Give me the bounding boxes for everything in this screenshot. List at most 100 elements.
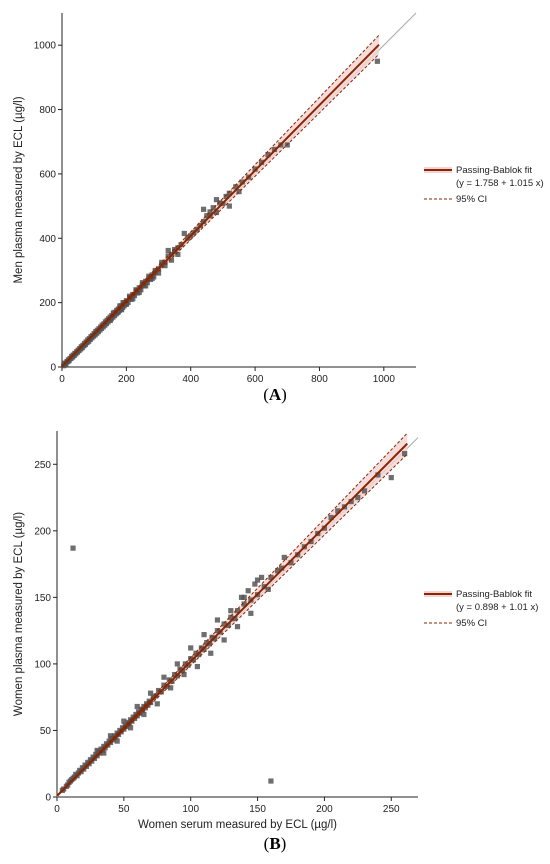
data-point (225, 622, 231, 628)
x-tick-label: 0 (54, 804, 60, 815)
x-tick-label: 0 (59, 374, 65, 385)
data-point (172, 671, 178, 678)
data-point (107, 317, 113, 323)
data-point (130, 296, 136, 302)
data-point (213, 209, 220, 216)
data-point (204, 640, 210, 646)
ci-band (57, 433, 408, 796)
data-point (165, 253, 171, 259)
y-axis-title: Men plasma measured by ECL (µg/l) (13, 96, 25, 283)
data-point (252, 581, 258, 587)
data-point (245, 588, 251, 594)
data-point (107, 733, 114, 739)
data-point (174, 661, 180, 667)
x-axis-title: Women serum measured by ECL (µg/l) (138, 819, 337, 831)
data-point (177, 666, 183, 672)
data-point (147, 690, 154, 696)
data-point (402, 451, 408, 457)
y-tick-label: 0 (45, 793, 51, 804)
panel-label-a: (A) (263, 385, 287, 404)
data-point (143, 283, 149, 289)
legend-ci-label: 95% CI (456, 618, 487, 629)
data-point (328, 514, 334, 521)
x-tick-label: 100 (182, 804, 199, 815)
data-point (288, 560, 294, 566)
data-point (175, 251, 181, 257)
data-point (120, 300, 126, 306)
data-point (172, 246, 178, 253)
legend-fit-equation: (y = 1.758 + 1.015 x) (456, 178, 544, 189)
data-point (198, 645, 204, 651)
data-point (159, 259, 165, 266)
y-tick-label: 1000 (34, 41, 57, 52)
data-point (209, 634, 215, 640)
data-point (355, 494, 361, 501)
legend-fit-label: Passing-Bablok fit (456, 589, 532, 600)
data-point (268, 778, 274, 784)
ci-upper-line (56, 432, 408, 797)
data-point (210, 205, 216, 211)
data-point (279, 565, 285, 571)
y-tick-label: 50 (40, 726, 52, 737)
data-point (168, 257, 175, 263)
data-point (155, 270, 162, 276)
data-point (117, 303, 123, 309)
data-point (150, 694, 156, 700)
scatter-plot-b: 0 50 100 150 200 250 0 50 100 150 200 250 Women seru… (13, 431, 538, 831)
data-point (168, 685, 174, 691)
x-tick-label: 50 (118, 804, 130, 815)
data-point (149, 275, 155, 282)
data-point (207, 209, 213, 215)
ci-upper-line (61, 34, 380, 367)
data-point (234, 624, 241, 630)
data-point (258, 574, 265, 580)
data-point (226, 203, 232, 209)
data-point (254, 577, 261, 583)
x-tick-label: 200 (316, 804, 333, 815)
data-point (213, 197, 220, 203)
data-point (268, 574, 274, 580)
data-point (208, 650, 214, 656)
data-point (123, 301, 129, 307)
y-tick-label: 800 (39, 105, 56, 116)
data-point (118, 307, 125, 313)
data-point (348, 498, 354, 505)
y-tick-label: 150 (34, 593, 51, 604)
data-point (188, 655, 194, 662)
ci-lower-line (61, 53, 380, 367)
data-point (221, 621, 227, 627)
data-point (226, 190, 232, 196)
data-point (223, 193, 229, 200)
data-point (154, 701, 160, 707)
data-point (188, 645, 194, 651)
data-point (217, 200, 223, 206)
y-tick-label: 600 (39, 169, 56, 180)
data-point (232, 616, 238, 622)
data-point (375, 472, 381, 478)
data-point (181, 230, 187, 237)
data-point (204, 213, 210, 219)
data-point (374, 58, 380, 64)
x-tick-label: 400 (182, 374, 199, 385)
data-point (161, 682, 167, 688)
data-point (241, 601, 247, 607)
data-point (361, 488, 368, 494)
data-point (265, 152, 271, 158)
data-point (238, 594, 245, 600)
data-point (115, 309, 121, 315)
data-point (165, 247, 171, 254)
y-tick-label: 0 (50, 363, 56, 374)
data-point (181, 671, 187, 678)
data-point (241, 594, 247, 600)
data-point (258, 159, 265, 165)
data-point (214, 628, 221, 634)
data-point (201, 206, 207, 212)
data-point (136, 289, 142, 295)
data-point (335, 508, 341, 514)
data-point (239, 179, 245, 185)
panel-label-b: (B) (263, 834, 287, 853)
data-point (236, 189, 242, 195)
data-point (228, 608, 234, 614)
